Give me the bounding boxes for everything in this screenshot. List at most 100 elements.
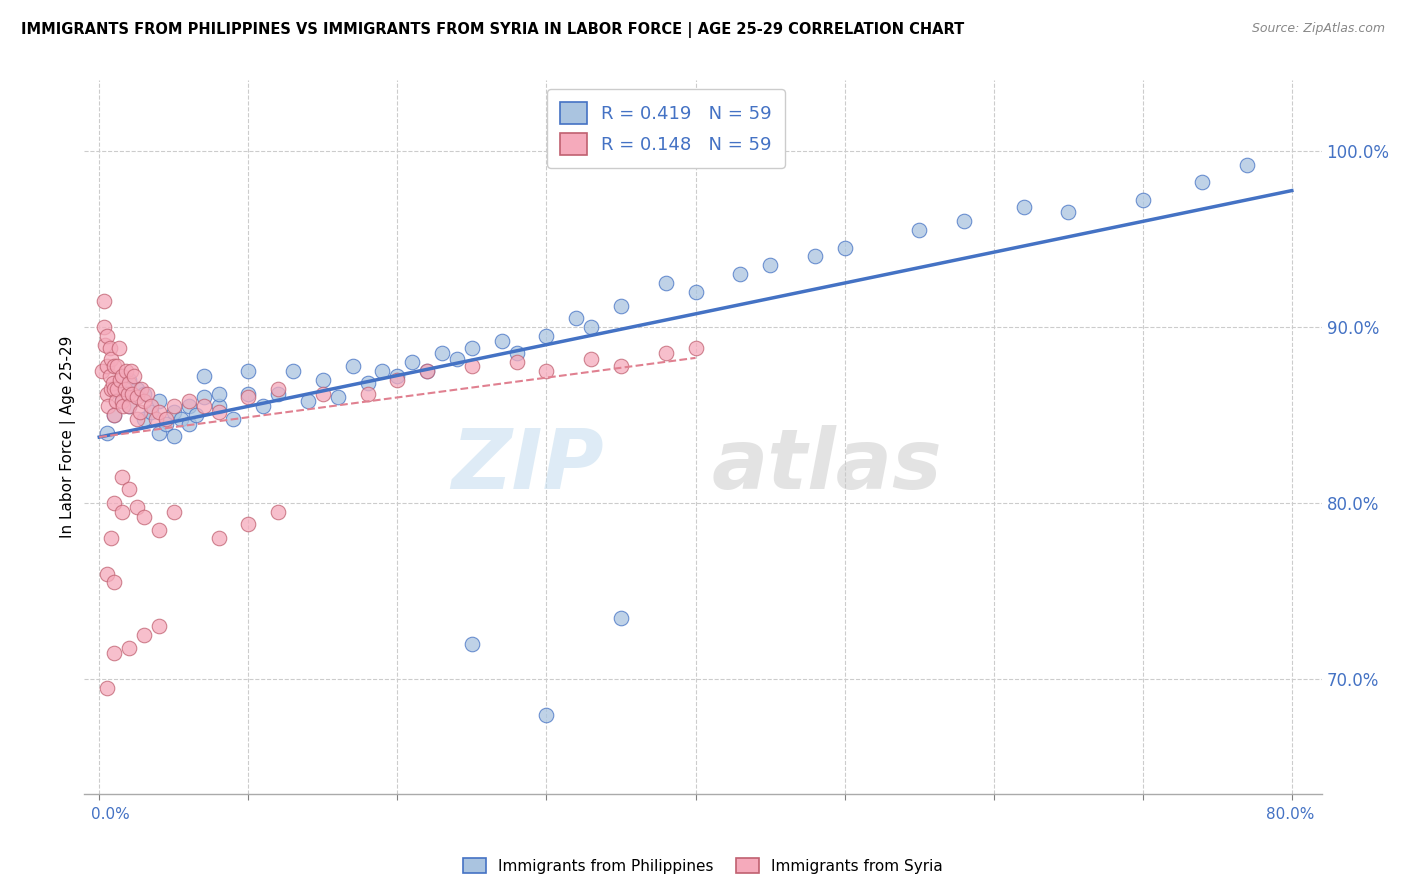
Point — [610, 359, 633, 373]
Point — [804, 250, 827, 264]
Point — [953, 214, 976, 228]
Point — [98, 369, 121, 384]
Point — [446, 351, 468, 366]
Point — [834, 241, 856, 255]
Point — [96, 425, 118, 440]
Point — [103, 408, 125, 422]
Point — [91, 364, 114, 378]
Point — [461, 637, 484, 651]
Point — [654, 276, 676, 290]
Point — [122, 369, 145, 384]
Point — [759, 258, 782, 272]
Point — [730, 267, 752, 281]
Point — [148, 425, 170, 440]
Point — [96, 387, 118, 401]
Point — [267, 382, 290, 396]
Point — [387, 373, 409, 387]
Point — [111, 469, 134, 483]
Point — [96, 566, 118, 581]
Point — [125, 411, 148, 425]
Point — [94, 337, 117, 351]
Point — [163, 404, 186, 418]
Point — [207, 387, 229, 401]
Point — [461, 359, 484, 373]
Point — [148, 523, 170, 537]
Point — [100, 382, 122, 396]
Point — [155, 417, 177, 431]
Text: 80.0%: 80.0% — [1267, 807, 1315, 822]
Point — [356, 376, 378, 391]
Point — [148, 404, 170, 418]
Point — [118, 376, 141, 391]
Point — [371, 364, 394, 378]
Point — [1012, 200, 1035, 214]
Point — [125, 500, 148, 514]
Point — [96, 328, 118, 343]
Point — [685, 341, 707, 355]
Point — [491, 334, 513, 348]
Point — [297, 394, 319, 409]
Point — [101, 376, 124, 391]
Point — [207, 399, 229, 413]
Point — [416, 364, 439, 378]
Point — [111, 369, 134, 384]
Point — [908, 223, 931, 237]
Point — [118, 399, 141, 413]
Point — [186, 408, 208, 422]
Point — [685, 285, 707, 299]
Point — [326, 391, 349, 405]
Point — [111, 505, 134, 519]
Point — [579, 351, 602, 366]
Point — [107, 341, 129, 355]
Point — [148, 394, 170, 409]
Point — [207, 404, 229, 418]
Point — [155, 411, 177, 425]
Point — [111, 391, 134, 405]
Point — [312, 373, 335, 387]
Point — [565, 311, 588, 326]
Point — [505, 346, 527, 360]
Point — [132, 411, 155, 425]
Point — [356, 387, 378, 401]
Point — [177, 394, 200, 409]
Point — [100, 351, 122, 366]
Point — [120, 364, 142, 378]
Point — [141, 399, 163, 413]
Point — [1191, 176, 1213, 190]
Point — [118, 482, 141, 496]
Point — [193, 369, 215, 384]
Point — [103, 575, 125, 590]
Point — [536, 364, 558, 378]
Point — [536, 328, 558, 343]
Point — [103, 646, 125, 660]
Point — [115, 364, 138, 378]
Point — [132, 394, 155, 409]
Point — [281, 364, 304, 378]
Text: ZIP: ZIP — [451, 425, 605, 506]
Point — [222, 411, 245, 425]
Point — [267, 505, 290, 519]
Point — [461, 341, 484, 355]
Point — [387, 369, 409, 384]
Text: atlas: atlas — [711, 425, 942, 506]
Point — [93, 293, 115, 308]
Point — [118, 640, 141, 655]
Point — [132, 510, 155, 524]
Point — [193, 391, 215, 405]
Point — [129, 382, 152, 396]
Point — [118, 373, 141, 387]
Point — [1057, 205, 1080, 219]
Point — [207, 532, 229, 546]
Point — [128, 404, 150, 418]
Point — [104, 394, 127, 409]
Point — [145, 411, 167, 425]
Point — [117, 387, 139, 401]
Legend: R = 0.419   N = 59, R = 0.148   N = 59: R = 0.419 N = 59, R = 0.148 N = 59 — [547, 89, 785, 168]
Point — [163, 399, 186, 413]
Point — [112, 399, 135, 413]
Point — [105, 382, 128, 396]
Point — [96, 681, 118, 695]
Point — [163, 429, 186, 443]
Point — [105, 359, 128, 373]
Point — [193, 399, 215, 413]
